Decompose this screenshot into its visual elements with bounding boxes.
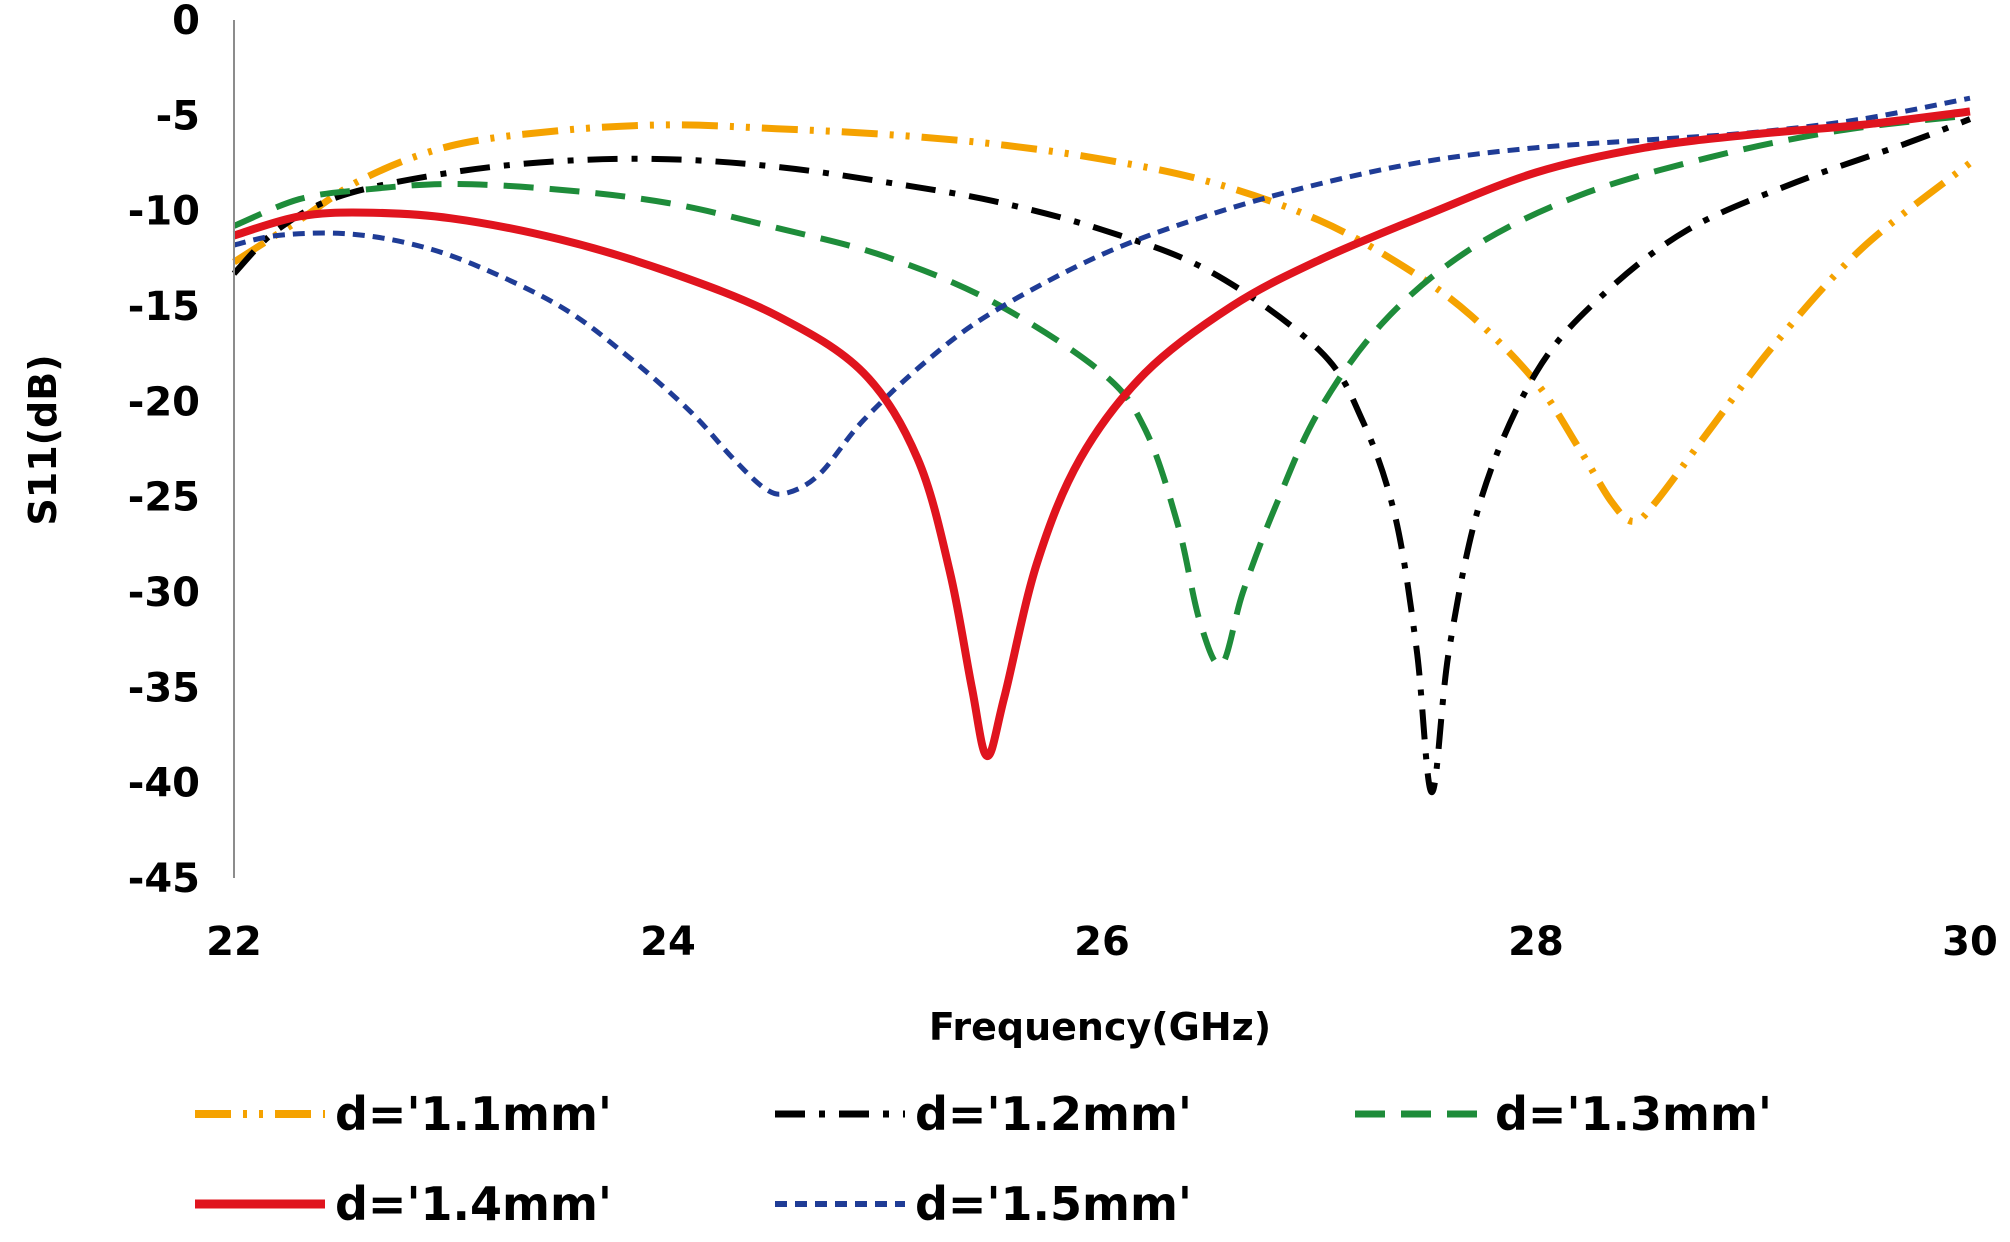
x-tick-label: 28 (1508, 919, 1564, 965)
y-tick-label: -25 (128, 475, 200, 521)
series-line (232, 107, 1971, 760)
y-tick-label: -45 (128, 856, 200, 902)
x-tick-label: 26 (1074, 919, 1130, 965)
legend-label: d='1.2mm' (915, 1087, 1192, 1141)
series-line (231, 116, 1972, 796)
x-tick-label: 30 (1942, 919, 1998, 965)
x-tick-label: 24 (640, 919, 696, 965)
y-tick-label: -40 (128, 761, 200, 807)
y-tick-label: -30 (128, 570, 200, 616)
legend-label: d='1.3mm' (1495, 1087, 1772, 1141)
y-tick-label: -15 (128, 284, 200, 330)
legend-label: d='1.1mm' (335, 1087, 612, 1141)
y-tick-label: 0 (172, 0, 200, 44)
y-tick-label: -10 (128, 189, 200, 235)
legend-label: d='1.5mm' (915, 1177, 1192, 1231)
series-line (232, 112, 1971, 668)
y-axis-ticks: 0 -5 -10 -15 -20 -25 -30 -35 -40 -45 (128, 0, 200, 902)
x-tick-label: 22 (206, 919, 262, 965)
series-line (233, 95, 1971, 497)
y-axis-title: S11(dB) (21, 354, 65, 525)
legend: d='1.1mm' d='1.2mm' d='1.3mm' d='1.4mm' d='1… (195, 1087, 1772, 1231)
series-line (232, 121, 1973, 525)
y-tick-label: -35 (128, 665, 200, 711)
x-axis-ticks: 22 24 26 28 30 (206, 919, 1998, 965)
x-axis-title: Frequency(GHz) (929, 1005, 1271, 1049)
y-tick-label: -20 (128, 379, 200, 425)
plot-area (231, 95, 1973, 796)
legend-label: d='1.4mm' (335, 1177, 612, 1231)
y-tick-label: -5 (156, 93, 200, 139)
